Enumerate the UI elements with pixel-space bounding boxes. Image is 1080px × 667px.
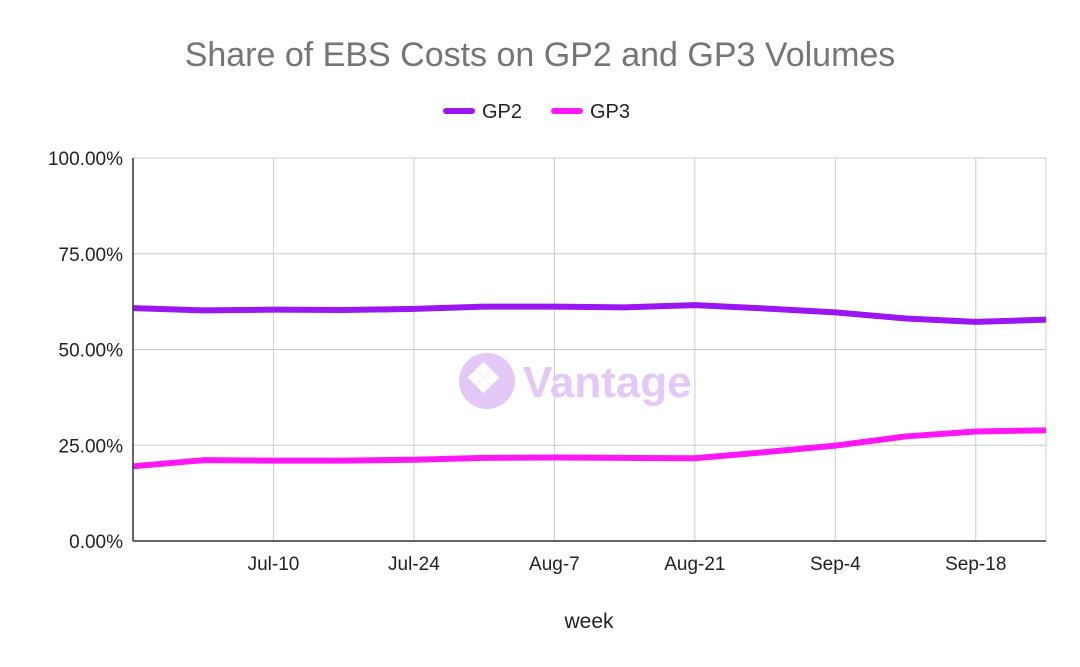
y-tick-label: 0.00% [69, 532, 123, 553]
legend-label-gp2: GP2 [482, 101, 522, 123]
series-line-gp3 [132, 427, 1047, 470]
y-tick-label: 50.00% [59, 341, 124, 362]
legend-label-gp3: GP3 [590, 101, 630, 123]
x-tick-label: Sep-18 [945, 554, 1006, 575]
series-lines [132, 302, 1047, 470]
x-axis-title: week [563, 610, 614, 633]
watermark-text: Vantage [523, 358, 692, 407]
y-axis-ticks: 0.00% 25.00% 50.00% 75.00% 100.00% [48, 149, 123, 553]
series-line-gp2 [132, 302, 1047, 325]
y-tick-label: 25.00% [59, 436, 124, 457]
y-tick-label: 100.00% [48, 149, 123, 170]
legend: GP2 GP3 [443, 101, 630, 123]
vantage-logo-icon [459, 353, 515, 409]
x-tick-label: Aug-7 [529, 554, 580, 575]
x-tick-label: Jul-24 [388, 554, 440, 575]
y-tick-label: 75.00% [59, 245, 124, 266]
chart-title: Share of EBS Costs on GP2 and GP3 Volume… [185, 36, 896, 74]
x-tick-label: Aug-21 [664, 554, 725, 575]
x-axis-ticks: Jul-10 Jul-24 Aug-7 Aug-21 Sep-4 Sep-18 [248, 554, 1007, 575]
watermark: Vantage [459, 353, 692, 409]
x-tick-label: Sep-4 [810, 554, 861, 575]
x-tick-label: Jul-10 [248, 554, 300, 575]
gridlines [133, 157, 1047, 541]
